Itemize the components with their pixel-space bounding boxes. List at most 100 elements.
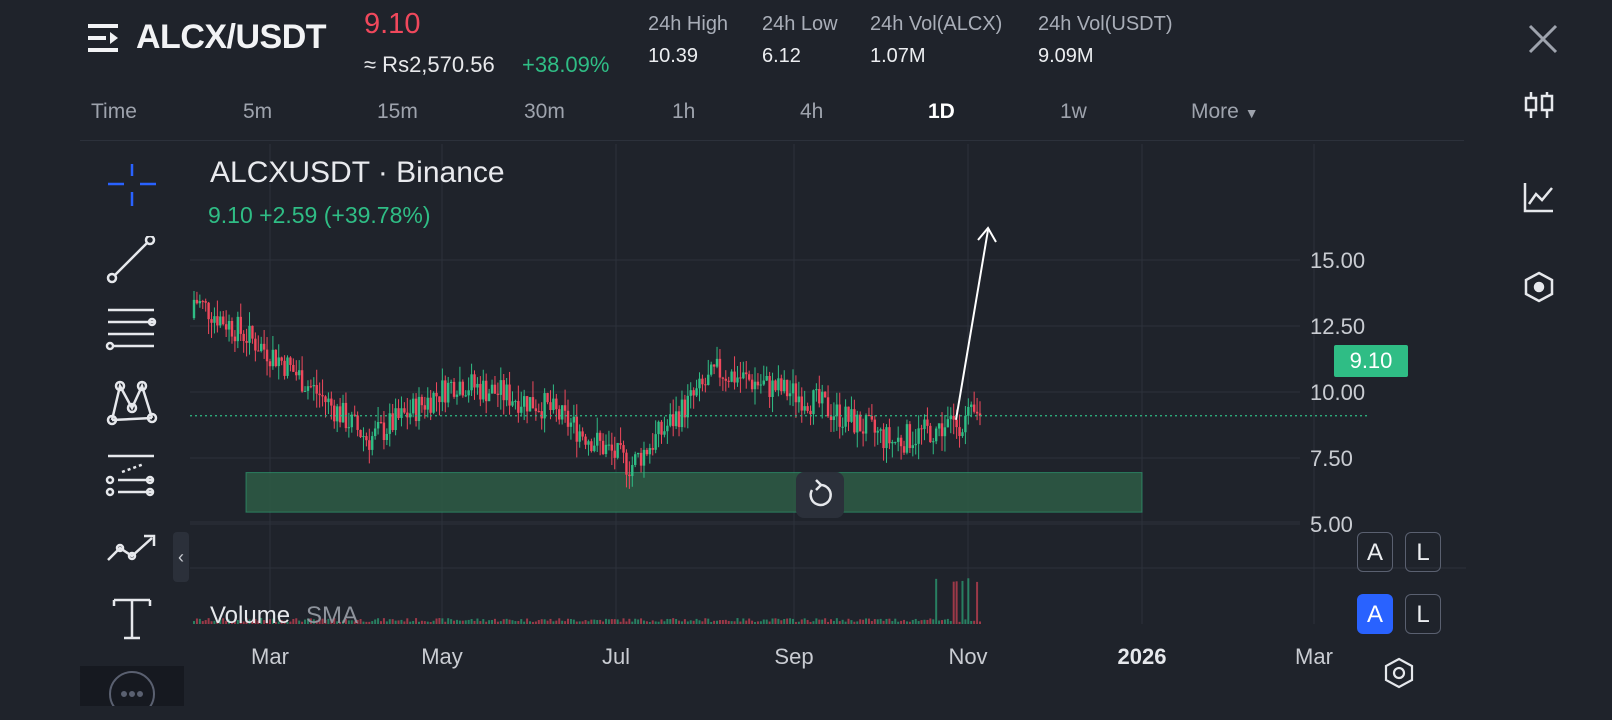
price-chart[interactable]: 15.00 12.50 10.00 7.50 5.00 Mar May Jul Sep Nov 2… (190, 144, 1466, 704)
volume-bar (979, 621, 981, 624)
log-scale-button[interactable]: L (1405, 532, 1441, 572)
volume-bar (295, 618, 298, 624)
interval-time[interactable]: Time (91, 100, 137, 123)
candle-body (902, 446, 906, 453)
candle-body (876, 430, 879, 433)
auto-scale-volume-button[interactable]: A (1357, 594, 1393, 634)
hexagon-settings-icon[interactable] (1522, 270, 1556, 304)
volume-bar (312, 619, 315, 624)
candle-body (674, 411, 678, 427)
volume-bar (622, 618, 625, 624)
path-icon[interactable] (104, 524, 160, 574)
volume-bar (721, 620, 724, 624)
volume-bar (695, 618, 698, 624)
collapse-toolbar-icon[interactable]: ‹ (173, 532, 189, 582)
indicator-chart-icon[interactable] (1522, 180, 1556, 214)
volume-bar (333, 618, 336, 624)
interval-1w[interactable]: 1w (1060, 100, 1087, 123)
candle-body (350, 414, 353, 428)
fib-lines-icon[interactable] (104, 306, 160, 356)
y-tick-label: 15.00 (1310, 248, 1365, 273)
candle-body (452, 381, 456, 397)
volume-bar (818, 619, 821, 624)
auto-scale-button[interactable]: A (1357, 532, 1393, 572)
volume-bar (894, 618, 897, 624)
volume-bar (610, 619, 613, 624)
candle-body (546, 393, 549, 403)
stat-value-vol-usdt: 9.09M (1038, 45, 1094, 67)
menu-icon[interactable] (88, 22, 122, 54)
stat-label-high: 24h High (648, 13, 729, 35)
candle-body (403, 408, 406, 413)
candle-body (417, 396, 421, 422)
log-scale-volume-button[interactable]: L (1405, 594, 1441, 634)
candle-body (946, 419, 950, 428)
candle-body (955, 419, 958, 428)
candle-body (233, 336, 237, 342)
interval-30m[interactable]: 30m (524, 100, 565, 123)
candle-body (905, 424, 909, 453)
volume-bar (193, 621, 195, 624)
volume-bar (970, 620, 973, 624)
volume-bar (897, 621, 900, 624)
more-tools-icon[interactable] (80, 666, 184, 717)
volume-bar (324, 619, 327, 624)
pair-title[interactable]: ALCX/USDT (136, 18, 327, 56)
text-tool-icon[interactable] (104, 594, 160, 644)
trendline-icon[interactable] (104, 234, 160, 286)
candle-body (262, 343, 266, 350)
candle-body (540, 411, 543, 419)
volume-bar (850, 620, 853, 624)
candle-body (520, 406, 523, 413)
candle-body (414, 398, 418, 422)
volume-bar (952, 581, 955, 624)
candle-body (581, 431, 584, 437)
volume-bar (356, 619, 359, 624)
candle-body (514, 401, 517, 403)
reset-chart-icon[interactable] (796, 472, 844, 518)
forecast-arrow[interactable] (955, 229, 989, 420)
candle-body (441, 380, 444, 403)
candle-body (207, 302, 210, 320)
interval-more[interactable]: More ▼ (1191, 100, 1259, 124)
volume-bar (789, 618, 792, 624)
interval-1h[interactable]: 1h (672, 100, 696, 123)
pattern-icon[interactable] (104, 378, 160, 428)
volume-bar (365, 621, 368, 624)
volume-bar (835, 618, 838, 624)
candle-body (896, 437, 900, 442)
crosshair-icon[interactable] (104, 162, 160, 212)
candle-body (505, 384, 508, 401)
interval-15m[interactable]: 15m (377, 100, 418, 123)
volume-bar (713, 620, 716, 624)
volume-bar (765, 619, 768, 624)
volume-bar (415, 618, 418, 624)
volume-bar (266, 620, 269, 624)
candle-body (265, 349, 269, 362)
interval-5m[interactable]: 5m (243, 100, 273, 123)
candles-icon[interactable] (1522, 88, 1556, 122)
volume-bar (724, 619, 727, 624)
hexagon-settings-icon[interactable] (1382, 656, 1416, 690)
forecast-icon[interactable] (104, 452, 160, 502)
candle-body (368, 440, 371, 450)
volume-bar (935, 578, 938, 624)
interval-4h[interactable]: 4h (800, 100, 824, 123)
volume-bar (885, 618, 888, 624)
candle-body (324, 396, 327, 403)
volume-bar (803, 618, 806, 624)
volume-bar (543, 619, 546, 624)
candle-body (482, 380, 485, 400)
candle-body (742, 372, 745, 379)
interval-1d[interactable]: 1D (928, 100, 955, 123)
candle-body (353, 414, 356, 416)
candle-body (406, 412, 409, 418)
candle-body (815, 389, 818, 391)
volume-bar (502, 619, 505, 624)
close-icon[interactable] (1526, 22, 1560, 56)
candle-body (572, 416, 576, 423)
volume-bar (280, 620, 283, 624)
candle-body (762, 380, 765, 385)
support-zone[interactable] (245, 472, 1143, 513)
volume-bar (800, 619, 803, 624)
